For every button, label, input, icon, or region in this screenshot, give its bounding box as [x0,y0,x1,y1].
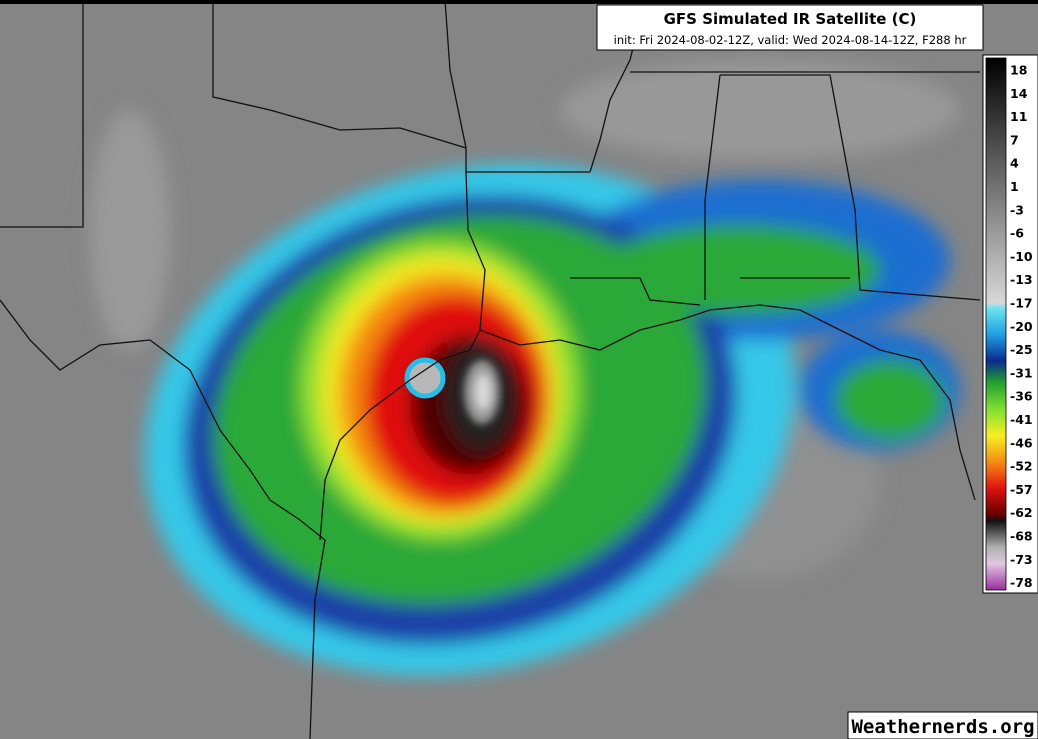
colorbar-label: -57 [1010,482,1033,497]
colorbar-labels: 18 14 11 7 4 1 -3 -6 -10 -13 -17 -20 -25 -31 -36 -41 -46… [1010,63,1033,591]
colorbar-label: -20 [1010,319,1033,334]
top-border [0,0,1038,4]
colorbar-label: -41 [1010,412,1033,427]
title: GFS Simulated IR Satellite (C) [664,10,917,28]
eye [404,357,446,399]
colorbar-label: -10 [1010,249,1033,264]
colorbar-label: 7 [1010,132,1019,147]
colorbar-label: -31 [1010,365,1033,380]
colorbar-label: 18 [1010,63,1027,78]
borders [0,0,981,739]
colorbar-label: -3 [1010,202,1024,217]
colorbar-label: -78 [1010,575,1033,590]
storm [144,163,960,677]
colorbar-label: -62 [1010,505,1033,520]
colorbar-label: -6 [1010,226,1024,241]
colorbar-label: -36 [1010,389,1033,404]
colorbar-label: -25 [1010,342,1033,357]
watermark: Weathernerds.org [851,716,1034,738]
colorbar [985,57,1007,591]
eyewall [464,360,500,424]
colorbar-label: -68 [1010,529,1033,544]
colorbar-label: 4 [1010,156,1019,171]
colorbar-label: -73 [1010,552,1033,567]
subtitle: init: Fri 2024-08-02-12Z, valid: Wed 202… [614,33,967,47]
colorbar-label: 11 [1010,109,1027,124]
colorbar-label: -52 [1010,459,1033,474]
colorbar-label: -46 [1010,435,1033,450]
colorbar-label: -17 [1010,296,1033,311]
colorbar-label: 14 [1010,86,1028,101]
colorbar-label: 1 [1010,179,1019,194]
colorbar-label: -13 [1010,272,1033,287]
title-box [596,4,984,51]
watermark-box [847,711,1038,739]
